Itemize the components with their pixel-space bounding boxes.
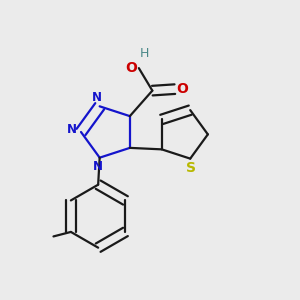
Text: S: S — [186, 160, 196, 175]
Text: H: H — [140, 47, 149, 60]
Text: O: O — [177, 82, 189, 96]
Text: N: N — [66, 123, 76, 136]
Text: N: N — [93, 160, 103, 172]
Text: O: O — [125, 61, 137, 75]
Text: N: N — [92, 91, 102, 104]
